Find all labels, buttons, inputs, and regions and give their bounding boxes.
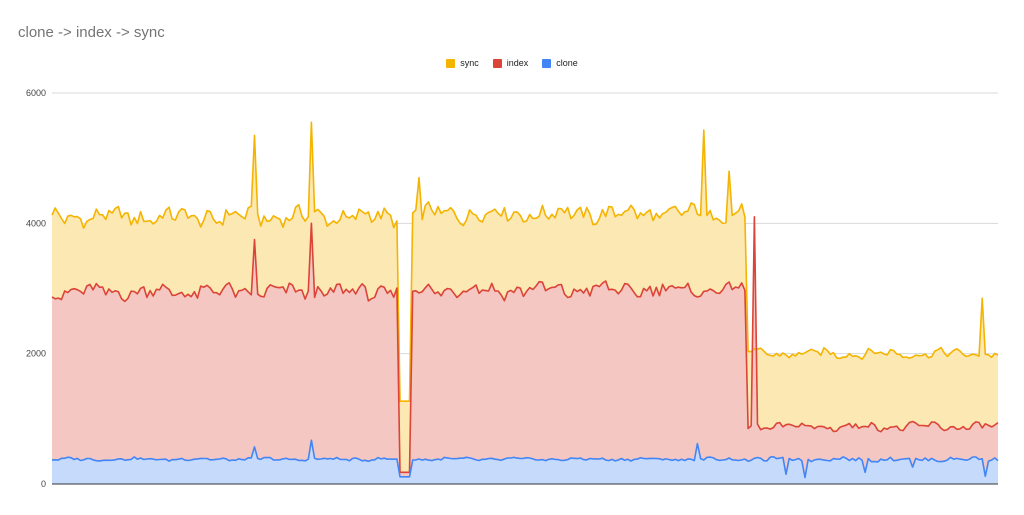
series-line-sync[interactable] bbox=[51, 121, 999, 402]
legend-label-index: index bbox=[506, 58, 529, 68]
legend-swatch-clone bbox=[542, 58, 552, 68]
series-area-clone bbox=[52, 440, 998, 484]
legend: sync index clone bbox=[0, 58, 1024, 68]
series-line-clone[interactable] bbox=[51, 439, 999, 479]
series-area-index bbox=[52, 216, 998, 485]
legend-swatch-sync bbox=[446, 58, 456, 68]
legend-label-clone: clone bbox=[556, 58, 578, 68]
chart-title: clone -> index -> sync bbox=[18, 24, 165, 41]
legend-item-sync[interactable]: sync bbox=[446, 58, 479, 68]
legend-swatch-index bbox=[492, 58, 502, 68]
y-tick-label-6000: 6000 bbox=[26, 88, 46, 98]
y-tick-label-2000: 2000 bbox=[26, 349, 46, 359]
y-tick-label-0: 0 bbox=[41, 479, 46, 489]
series-line-index[interactable] bbox=[51, 216, 999, 474]
legend-item-clone[interactable]: clone bbox=[542, 58, 578, 68]
legend-item-index[interactable]: index bbox=[492, 58, 529, 68]
legend-label-sync: sync bbox=[460, 58, 479, 68]
y-tick-label-4000: 4000 bbox=[26, 218, 46, 228]
